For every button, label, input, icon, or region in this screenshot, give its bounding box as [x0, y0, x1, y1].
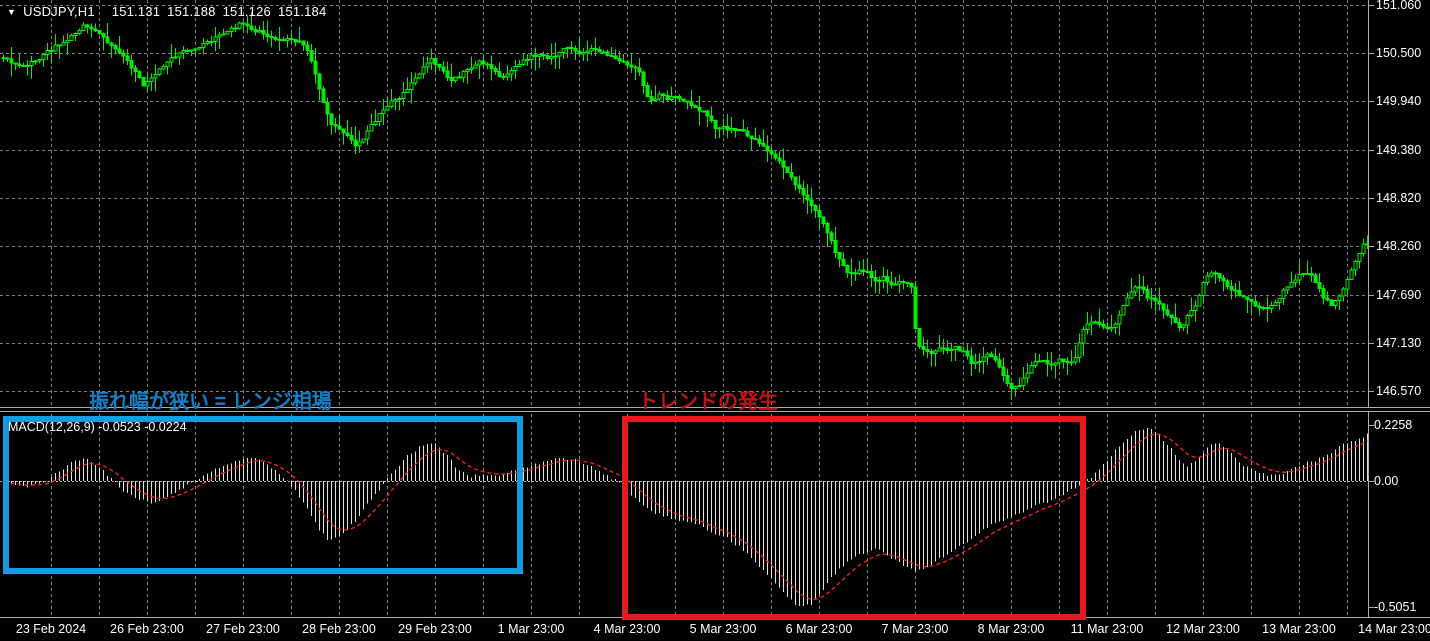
ohlc-low: 151.126 — [222, 4, 271, 19]
ohlc-close: 151.184 — [277, 4, 327, 19]
chart-title: ▼ USDJPY,H1 151.131 151.188 151.126 151.184 — [7, 4, 326, 19]
range-annotation-box — [3, 416, 523, 574]
ohlc-high: 151.188 — [167, 4, 216, 19]
macd-histogram-series — [3, 427, 1368, 607]
macd-signal-line — [3, 433, 1368, 601]
range-annotation-label: 振れ幅が狭い = レンジ相場 — [89, 391, 332, 413]
pane-splitter[interactable] — [0, 407, 1430, 412]
quick-trade-arrow-icon[interactable]: ▼ — [7, 7, 17, 17]
candlestick-series — [1, 12, 1368, 401]
trend-annotation-box — [622, 416, 1086, 620]
axis-border — [1368, 0, 1374, 617]
ohlc-open: 151.131 — [111, 4, 161, 19]
symbol-timeframe: USDJPY,H1 — [23, 4, 95, 19]
trend-annotation-label: トレンドの発生 — [638, 391, 778, 413]
macd-indicator-label: MACD(12,26,9) -0.0523 -0.0224 — [8, 420, 187, 434]
